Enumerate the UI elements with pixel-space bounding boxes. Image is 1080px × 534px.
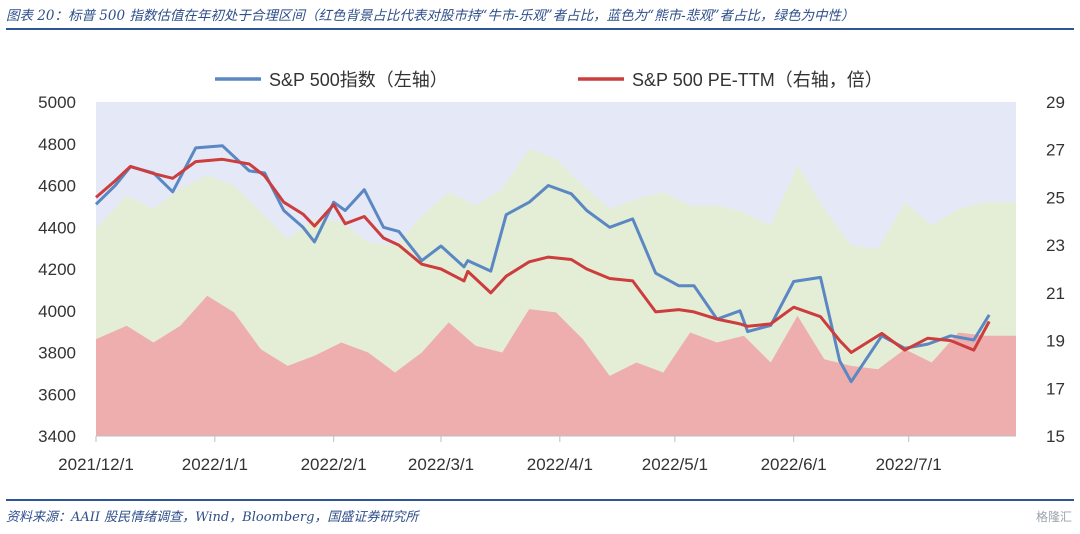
pe-line: [95, 157, 991, 354]
y-right-tick-label: 17: [1046, 379, 1065, 398]
y-right-tick-label: 25: [1046, 188, 1065, 207]
series-lines: [94, 144, 991, 384]
index-line: [94, 144, 991, 384]
y-right-tick-label: 15: [1046, 427, 1065, 446]
y-left-tick-label: 4000: [38, 302, 76, 321]
y-left-tick-label: 3600: [38, 385, 76, 404]
x-tick-label: 2022/4/1: [527, 455, 593, 474]
legend: S&P 500指数（左轴） S&P 500 PE-TTM（右轴，倍）: [215, 70, 883, 90]
y-left-tick-label: 3400: [38, 427, 76, 446]
legend-label: S&P 500指数（左轴）: [269, 70, 448, 90]
y-left-tick-label: 4400: [38, 218, 76, 237]
x-tick-label: 2022/2/1: [301, 455, 367, 474]
legend-label: S&P 500 PE-TTM（右轴，倍）: [632, 70, 883, 90]
axes: 3400 3600 3800 4000 4200 4400 4600 4800 5000 15 17…: [38, 93, 1065, 474]
y-right-tick-label: 27: [1046, 141, 1065, 160]
x-tick-label: 2021/12/1: [58, 455, 134, 474]
y-left-tick-label: 4800: [38, 135, 76, 154]
source-rule: [6, 499, 1074, 501]
y-right-tick-label: 19: [1046, 332, 1065, 351]
x-tick-label: 2022/1/1: [182, 455, 248, 474]
bullish-area: [96, 295, 1016, 436]
sentiment-areas: [96, 102, 1016, 437]
y-left-tick-label: 3800: [38, 344, 76, 363]
y-right-tick-label: 23: [1046, 236, 1065, 255]
watermark: 格隆汇: [1035, 510, 1072, 524]
title-rule: [6, 28, 1074, 30]
x-tick-label: 2022/6/1: [761, 455, 827, 474]
figure-source: 资料来源：AAII 股民情绪调查，Wind，Bloomberg，国盛证券研究所: [6, 510, 419, 525]
x-tick-label: 2022/7/1: [876, 455, 942, 474]
figure-title: 图表 20：标普 500 指数估值在年初处于合理区间（红色背景占比代表对股市持“…: [6, 8, 855, 24]
y-left-tick-label: 4200: [38, 260, 76, 279]
y-left-tick-label: 4600: [38, 177, 76, 196]
y-right-tick-label: 29: [1046, 93, 1065, 112]
y-left-tick-label: 5000: [38, 93, 76, 112]
x-tick-label: 2022/5/1: [642, 455, 708, 474]
x-tick-label: 2022/3/1: [408, 455, 474, 474]
y-right-tick-label: 21: [1046, 284, 1065, 303]
